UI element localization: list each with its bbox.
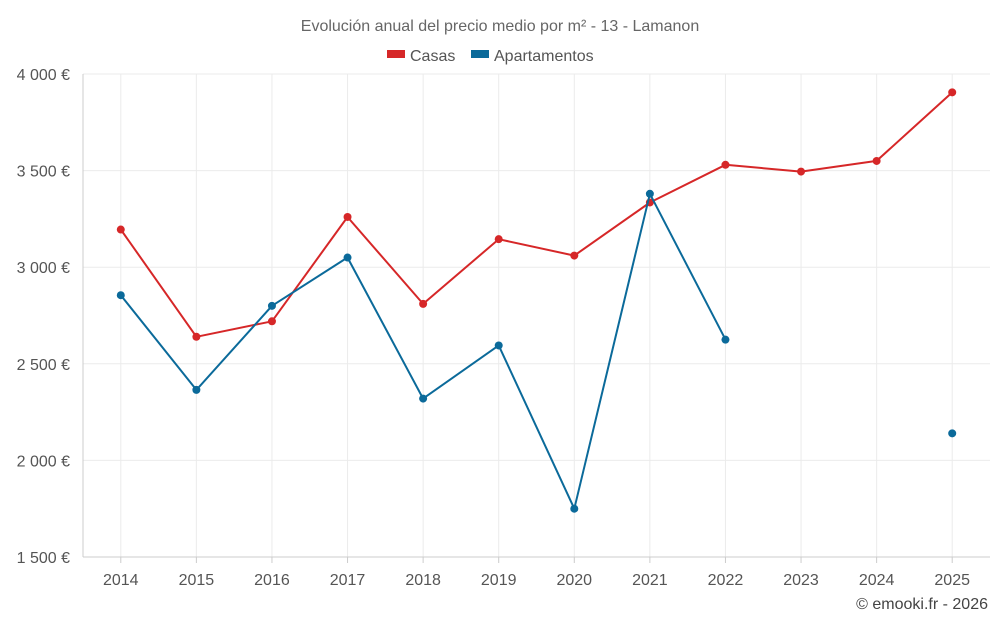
x-tick-label: 2020	[556, 572, 592, 589]
data-point-apartamentos[interactable]	[419, 394, 428, 403]
data-point-casas[interactable]	[570, 251, 579, 260]
data-point-casas[interactable]	[419, 299, 428, 308]
series	[116, 88, 957, 513]
data-point-apartamentos[interactable]	[948, 429, 957, 438]
x-tick-label: 2019	[481, 572, 517, 589]
x-tick-label: 2025	[934, 572, 970, 589]
data-point-apartamentos[interactable]	[645, 189, 654, 198]
data-point-apartamentos[interactable]	[721, 335, 730, 344]
x-tick-label: 2015	[179, 572, 215, 589]
data-point-casas[interactable]	[116, 225, 125, 234]
data-point-casas[interactable]	[343, 212, 352, 221]
data-point-apartamentos[interactable]	[494, 341, 503, 350]
x-tick-label: 2023	[783, 572, 819, 589]
series-apartamentos	[116, 189, 957, 513]
x-tick-label: 2021	[632, 572, 668, 589]
credit-text: © emooki.fr - 2026	[856, 596, 988, 613]
data-point-casas[interactable]	[797, 167, 806, 176]
x-tick-label: 2024	[859, 572, 895, 589]
data-point-apartamentos[interactable]	[192, 385, 201, 394]
y-tick-label: 1 500 €	[17, 550, 70, 567]
data-point-apartamentos[interactable]	[343, 253, 352, 262]
series-line-casas	[119, 91, 953, 338]
data-point-apartamentos[interactable]	[267, 301, 276, 310]
legend-swatch-casas	[387, 50, 405, 58]
data-point-casas[interactable]	[494, 235, 503, 244]
x-tick-label: 2017	[330, 572, 366, 589]
data-point-casas[interactable]	[872, 156, 881, 165]
x-tick-label: 2022	[708, 572, 744, 589]
y-tick-label: 3 500 €	[17, 164, 70, 181]
chart-title: Evolución anual del precio medio por m² …	[301, 18, 699, 35]
y-axis: 1 500 € 2 000 € 2 500 € 3 000 € 3 500 € 4 000…	[17, 67, 84, 567]
x-axis: 2014 2015 2016 2017 2018 2019 2020 2021 2022 2023…	[83, 556, 990, 589]
x-tick-label: 2018	[405, 572, 441, 589]
y-tick-label: 3 000 €	[17, 260, 70, 277]
data-point-casas[interactable]	[192, 332, 201, 341]
data-point-apartamentos[interactable]	[116, 291, 125, 300]
y-tick-label: 2 000 €	[17, 453, 70, 470]
data-point-casas[interactable]	[267, 317, 276, 326]
series-casas	[116, 88, 957, 341]
gridlines	[83, 73, 990, 558]
data-point-apartamentos[interactable]	[570, 504, 579, 513]
data-point-casas[interactable]	[948, 88, 957, 97]
legend-label-casas: Casas	[410, 48, 455, 65]
x-tick-label: 2014	[103, 572, 139, 589]
legend: Casas Apartamentos	[387, 48, 594, 65]
y-tick-label: 4 000 €	[17, 67, 70, 84]
data-point-casas[interactable]	[721, 160, 730, 169]
x-tick-label: 2016	[254, 572, 290, 589]
legend-label-apartamentos: Apartamentos	[494, 48, 594, 65]
y-tick-label: 2 500 €	[17, 357, 70, 374]
legend-swatch-apartamentos	[471, 50, 489, 58]
